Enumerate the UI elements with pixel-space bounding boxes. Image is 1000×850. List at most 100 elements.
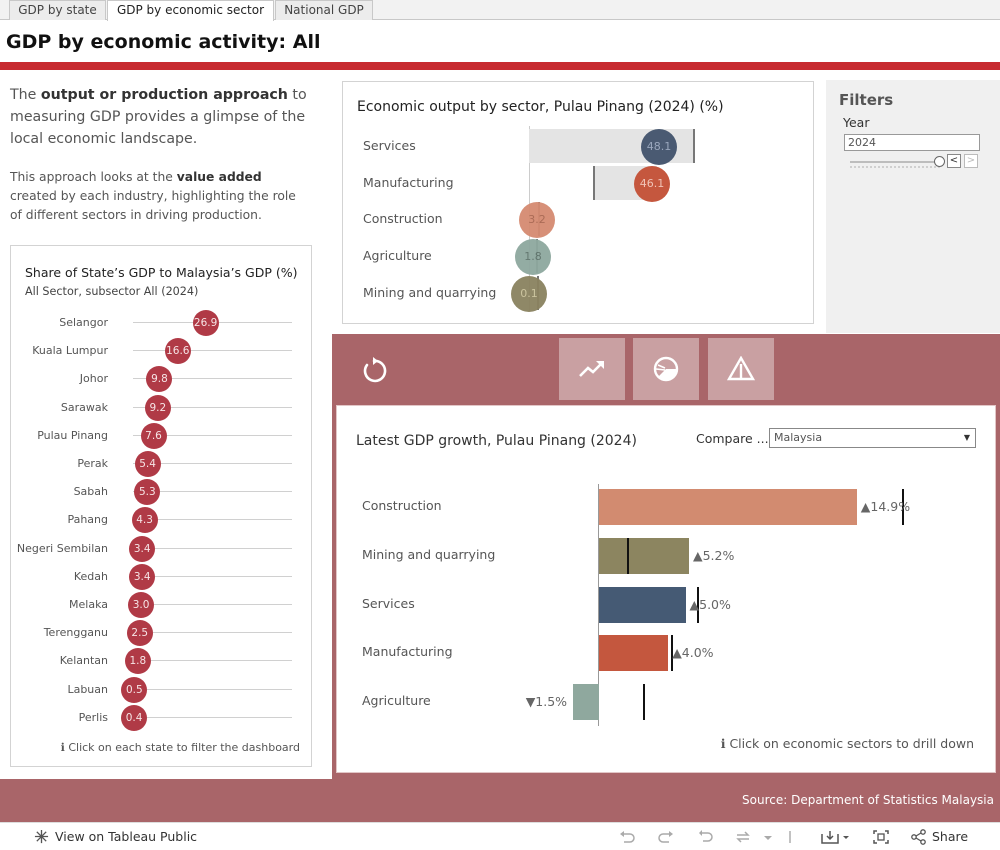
state-row[interactable]: Kuala Lumpur 16.6 (11, 337, 311, 365)
redo-icon[interactable] (657, 829, 675, 845)
state-label: Johor (79, 372, 108, 386)
gdp-growth-title: Latest GDP growth, Pulau Pinang (2024) (356, 433, 637, 449)
state-value-dot: 1.8 (124, 648, 151, 675)
growth-label: Services (362, 595, 415, 611)
state-share-subtitle: All Sector, subsector All (2024) (25, 285, 199, 298)
growth-bar[interactable] (599, 635, 669, 672)
compare-dropdown[interactable]: Malaysia ▼ (769, 428, 976, 448)
state-row[interactable]: Sarawak 9.2 (11, 394, 311, 422)
state-value-dot: 0.5 (121, 676, 148, 703)
sector-row[interactable]: Agriculture 1.8 (343, 238, 813, 276)
reset-icon[interactable] (358, 354, 390, 386)
gdp-growth-chart: Latest GDP growth, Pulau Pinang (2024) C… (336, 405, 996, 773)
growth-label: Mining and quarrying (362, 546, 496, 562)
share-button[interactable]: Share (932, 829, 969, 844)
sector-row[interactable]: Manufacturing 46.1 (343, 165, 813, 202)
fullscreen-icon[interactable] (872, 829, 890, 845)
state-row[interactable]: Perlis 0.4 (11, 704, 311, 732)
year-prev-button[interactable]: < (947, 154, 961, 168)
growth-bar[interactable] (599, 537, 689, 574)
contribution-view-button[interactable] (708, 338, 774, 400)
download-icon[interactable] (820, 829, 852, 845)
chevron-down-icon[interactable] (762, 829, 774, 845)
growth-row[interactable]: Agriculture ▼1.5% (337, 684, 995, 721)
year-slider-track[interactable] (850, 161, 940, 163)
view-on-tableau-link[interactable]: View on Tableau Public (55, 829, 198, 844)
growth-label: Manufacturing (362, 644, 453, 660)
year-next-button[interactable]: > (964, 154, 978, 168)
state-row[interactable]: Selangor 26.9 (11, 309, 311, 337)
growth-row[interactable]: Services ▲5.0% (337, 586, 995, 623)
growth-row[interactable]: Construction ▲14.9% (337, 489, 995, 525)
state-value-dot: 3.4 (129, 535, 156, 562)
state-line (133, 491, 292, 493)
growth-value-label: ▼1.5% (525, 694, 568, 710)
growth-bar[interactable] (599, 489, 857, 525)
state-row[interactable]: Sabah 5.3 (11, 478, 311, 506)
growth-row[interactable]: Mining and quarrying ▲5.2% (337, 537, 995, 574)
state-row[interactable]: Pahang 4.3 (11, 506, 311, 534)
sector-row[interactable]: Services 48.1 (343, 128, 813, 165)
growth-row[interactable]: Manufacturing ▲4.0% (337, 635, 995, 672)
trend-line-icon (579, 361, 604, 377)
state-line (133, 547, 292, 549)
state-line (133, 688, 292, 690)
state-value-dot: 4.3 (131, 507, 158, 534)
state-row[interactable]: Melaka 3.0 (11, 591, 311, 619)
state-label: Labuan (67, 682, 108, 696)
sector-value-dot[interactable]: 3.2 (519, 202, 555, 239)
state-line (133, 406, 292, 408)
state-row[interactable]: Labuan 0.5 (11, 676, 311, 704)
sector-row[interactable]: Mining and quarrying 0.1 (343, 275, 813, 312)
sector-value-dot[interactable]: 1.8 (515, 239, 551, 276)
sector-label: Mining and quarrying (363, 284, 497, 300)
state-line (133, 716, 292, 718)
pie-chart-icon (653, 356, 679, 382)
state-line (133, 350, 292, 352)
state-share-hint: ℹ Click on each state to filter the dash… (60, 741, 300, 754)
undo-icon[interactable] (618, 829, 636, 845)
growth-value-label: ▲5.2% (692, 547, 735, 563)
triangle-chart-icon (727, 356, 755, 381)
state-row[interactable]: Kedah 3.4 (11, 563, 311, 591)
growth-benchmark-marker (670, 635, 673, 672)
state-label: Kuala Lumpur (32, 344, 108, 358)
state-row[interactable]: Terengganu 2.5 (11, 619, 311, 647)
state-value-dot: 7.6 (140, 422, 167, 449)
state-label: Kelantan (59, 654, 108, 668)
revert-icon[interactable] (697, 829, 715, 845)
state-value-dot: 5.4 (134, 451, 161, 477)
growth-bar[interactable] (599, 586, 686, 623)
tab-gdp-by-state[interactable]: GDP by state (9, 0, 106, 20)
state-label: Perak (77, 457, 108, 470)
sector-value-dot[interactable]: 46.1 (634, 165, 670, 202)
state-row[interactable]: Johor 9.8 (11, 365, 311, 393)
trend-view-button[interactable] (559, 338, 625, 400)
year-slider-ticks (850, 166, 940, 169)
tab-national-gdp[interactable]: National GDP (275, 0, 373, 20)
share-icon[interactable] (910, 829, 928, 845)
composition-view-button[interactable] (633, 338, 699, 400)
state-row[interactable]: Perak 5.4 (11, 450, 311, 478)
state-value-dot: 5.3 (134, 479, 161, 506)
tableau-toolbar: View on Tableau Public Share (0, 822, 1000, 850)
page-title: GDP by economic activity: All (6, 31, 321, 53)
growth-bar[interactable] (573, 684, 599, 721)
state-value-dot: 9.8 (146, 366, 173, 393)
state-label: Sarawak (60, 400, 108, 414)
sector-row[interactable]: Construction 3.2 (343, 201, 813, 239)
tableau-logo-icon (34, 829, 49, 844)
state-row[interactable]: Negeri Sembilan 3.4 (11, 535, 311, 563)
state-value-dot: 16.6 (164, 338, 191, 365)
year-filter-input[interactable]: 2024 (844, 134, 980, 151)
intro-paragraph-1: The output or production approach to mea… (10, 87, 307, 147)
state-row[interactable]: Pulau Pinang 7.6 (11, 422, 311, 450)
source-bar: Source: Department of Statistics Malaysi… (0, 779, 1000, 822)
year-slider-handle[interactable] (934, 156, 945, 167)
refresh-icon[interactable] (734, 829, 752, 845)
chevron-down-icon: ▼ (963, 433, 970, 442)
state-row[interactable]: Kelantan 1.8 (11, 647, 311, 675)
sector-value-dot[interactable]: 0.1 (511, 275, 547, 312)
tab-gdp-by-economic-sector[interactable]: GDP by economic sector (107, 0, 274, 21)
sector-value-dot[interactable]: 48.1 (641, 129, 677, 165)
